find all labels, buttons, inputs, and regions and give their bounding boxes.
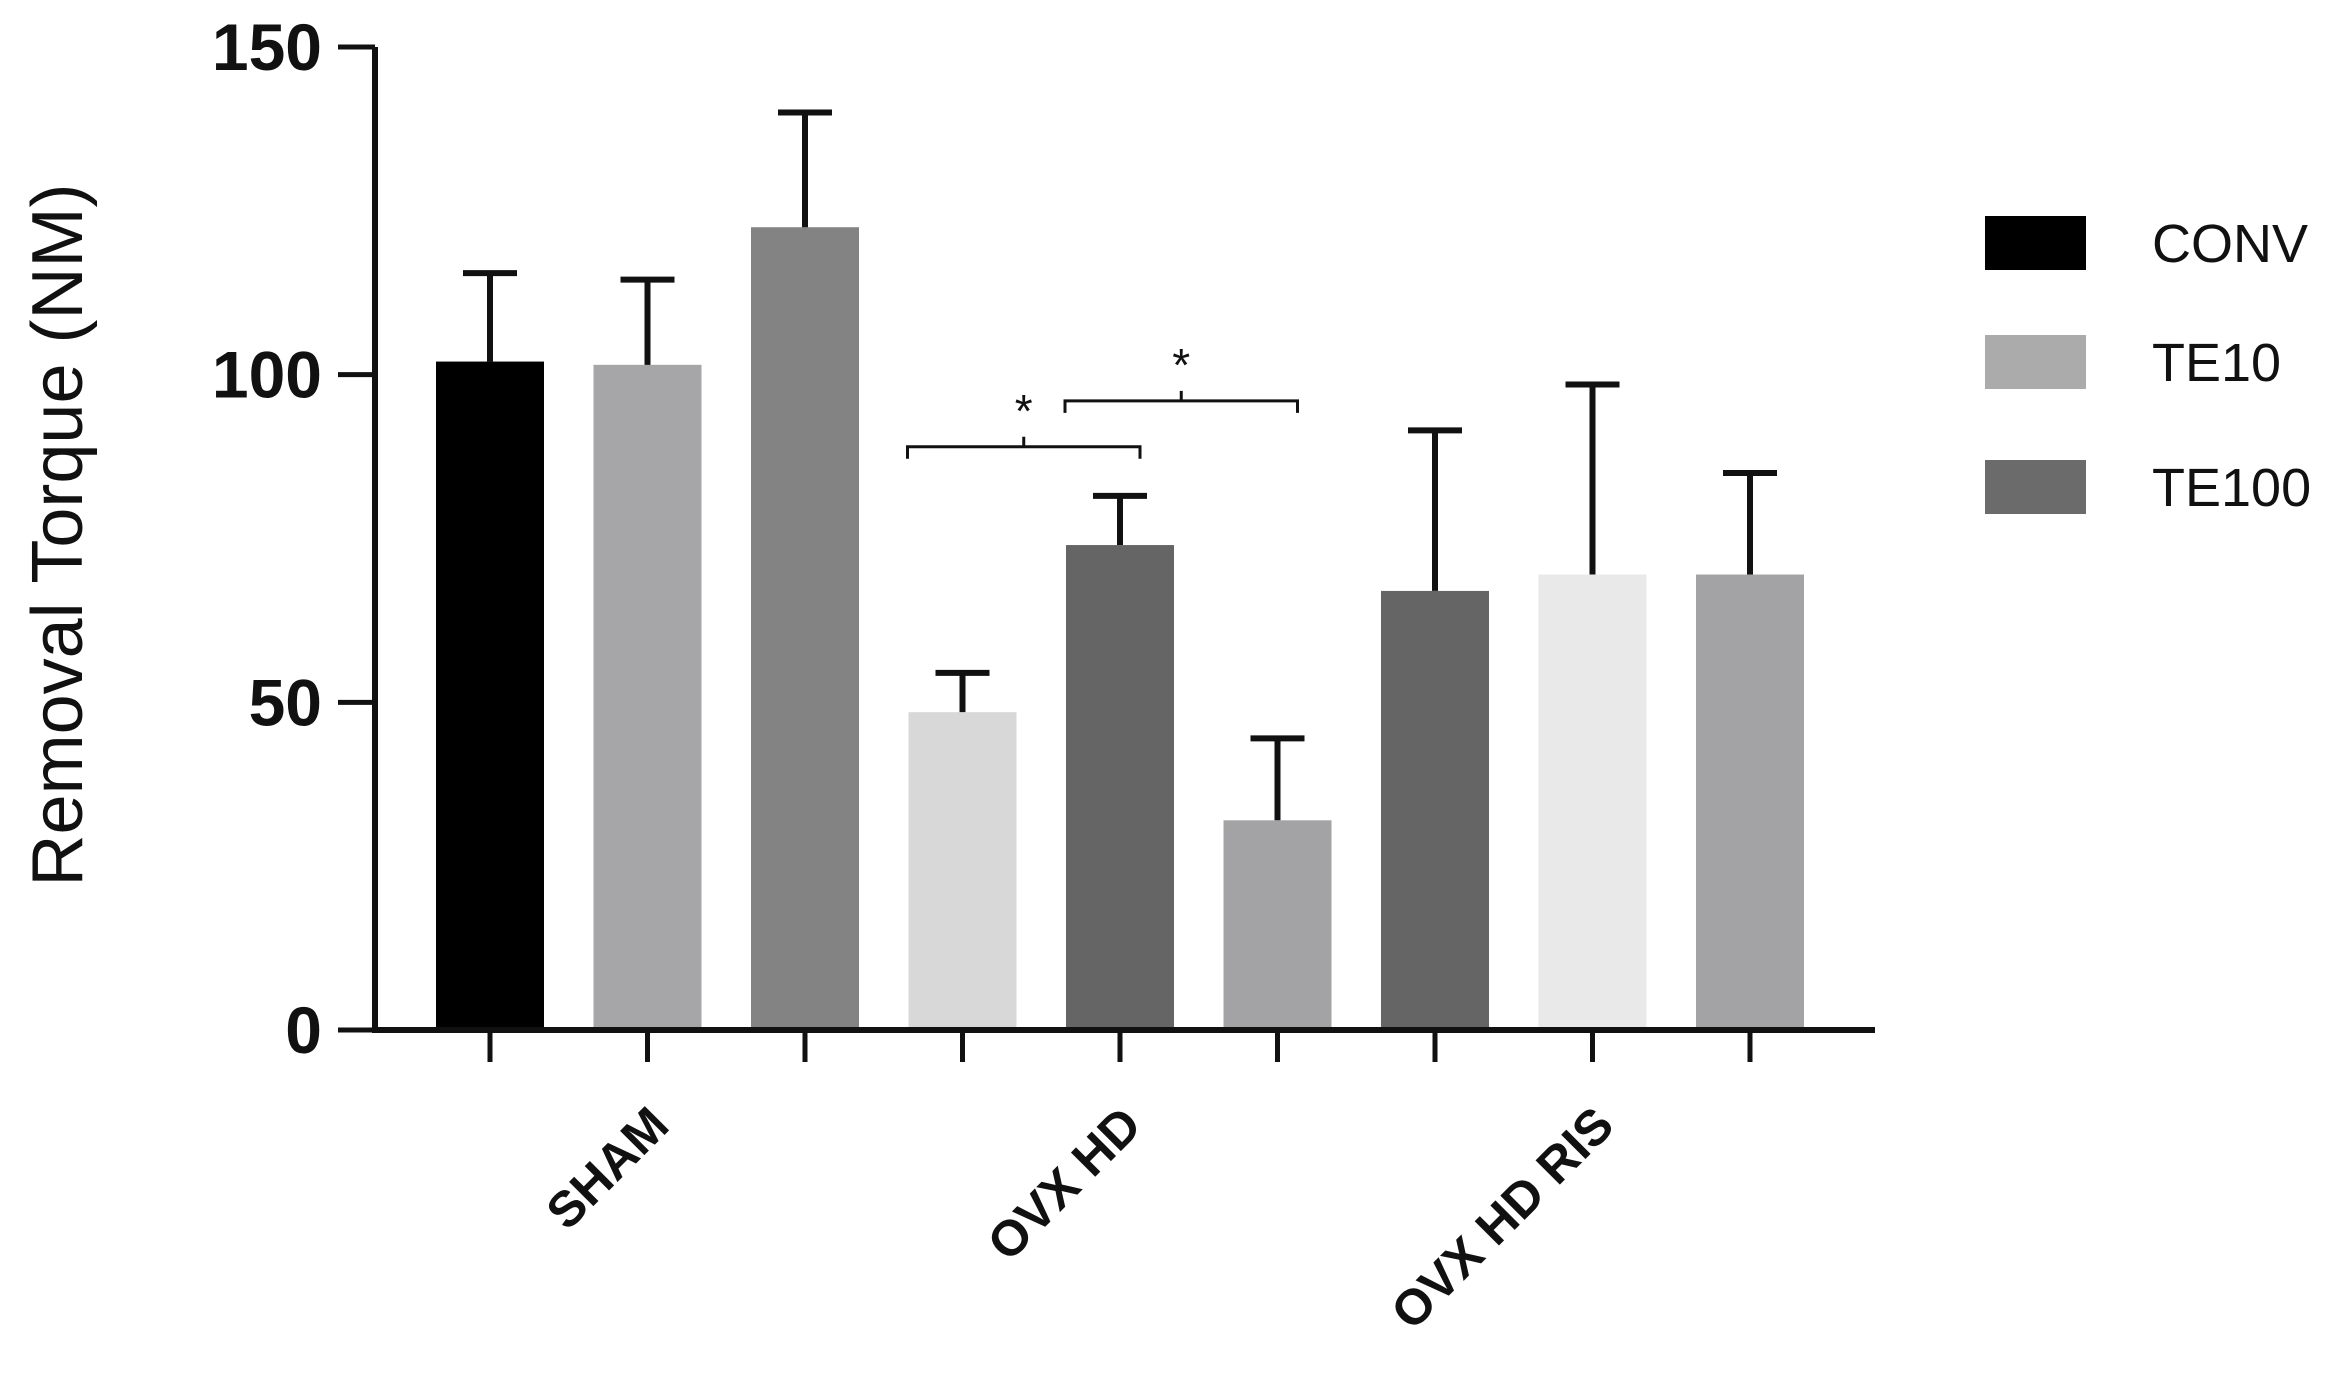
error-bar-3	[778, 109, 832, 228]
axes-group	[372, 47, 1875, 1033]
y-tick-label-100: 100	[212, 338, 322, 412]
error-bar-5	[1093, 492, 1147, 546]
error-bar-2	[620, 276, 675, 365]
bar-8	[1538, 574, 1647, 1030]
significance-star-2: *	[1172, 339, 1190, 391]
category-label-2: OVX HD	[977, 1096, 1152, 1271]
bar-4	[908, 712, 1017, 1030]
error-bar-1	[463, 270, 517, 362]
bars-group	[436, 227, 1804, 1030]
legend: CONV TE10 TE100	[1985, 214, 2311, 518]
y-tick-label-150: 150	[212, 10, 322, 84]
y-axis-label: Removal Torque (NM)	[18, 184, 98, 887]
category-label-1: SHAM	[536, 1096, 680, 1240]
y-tick-label-50: 50	[249, 665, 322, 739]
y-ticks-group: 0 50 100 150	[212, 10, 375, 1067]
category-label-3: OVX HD RIS	[1380, 1096, 1624, 1340]
error-bar-4	[935, 669, 990, 713]
error-bar-9	[1723, 469, 1777, 575]
legend-label-conv: CONV	[2152, 214, 2308, 274]
bar-3	[751, 227, 859, 1030]
legend-swatch-te100	[1985, 460, 2086, 514]
significance-bracket-1	[906, 436, 1142, 459]
bar-1	[436, 361, 544, 1030]
bar-9	[1696, 574, 1804, 1030]
legend-swatch-te10	[1985, 335, 2086, 389]
legend-label-te10: TE10	[2152, 333, 2281, 393]
legend-swatch-conv	[1985, 216, 2086, 270]
bar-2	[593, 364, 702, 1030]
legend-label-te100: TE100	[2152, 458, 2311, 518]
error-bars-group	[463, 109, 1777, 821]
error-bar-7	[1408, 427, 1462, 591]
significance-bracket-2	[1063, 390, 1299, 413]
y-tick-label-0: 0	[285, 993, 322, 1067]
error-bar-8	[1565, 381, 1620, 575]
bar-5	[1066, 545, 1174, 1030]
x-ticks-group: SHAM OVX HD OVX HD RIS	[487, 1030, 1753, 1340]
bar-6	[1223, 820, 1332, 1030]
significance-star-1: *	[1015, 385, 1033, 437]
significance-group: **	[906, 339, 1299, 459]
error-bar-6	[1250, 735, 1305, 821]
bar-7	[1381, 590, 1489, 1030]
